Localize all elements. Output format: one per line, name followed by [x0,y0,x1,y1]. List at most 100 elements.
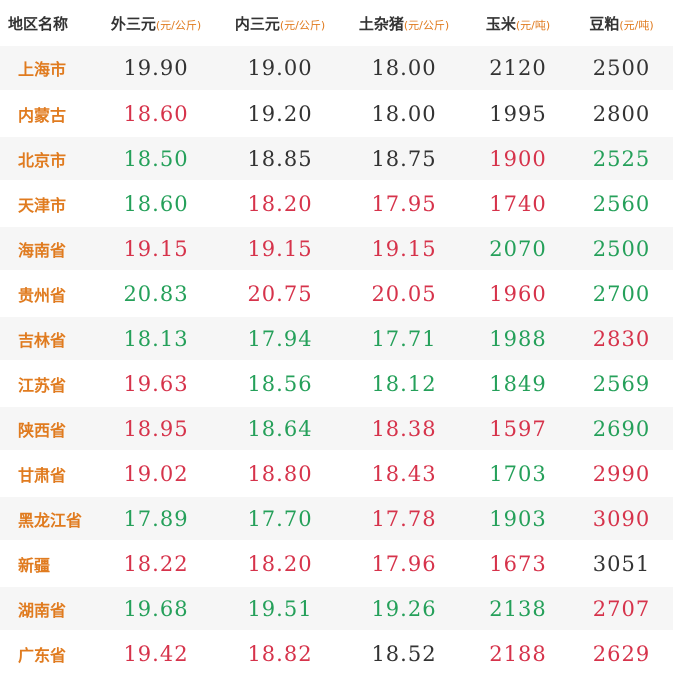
waisanyuan-price-cell: 18.22 [94,541,218,587]
tuzazhu-price-cell: 18.75 [342,136,466,182]
header-corn: 玉米(元/吨) [466,0,570,46]
soymeal-price-cell: 2500 [570,46,673,92]
neisanyuan-price-cell: 18.80 [218,451,342,497]
soymeal-price-cell: 2560 [570,181,673,227]
table-body: 上海市 19.90 19.00 18.00 2120 2500 内蒙古 18.60 19.20 1… [0,46,673,677]
tuzazhu-price-cell: 18.00 [342,46,466,92]
tuzazhu-price-cell: 17.95 [342,181,466,227]
tuzazhu-price-cell: 18.38 [342,406,466,452]
corn-price-cell: 1960 [466,271,570,317]
tuzazhu-price-cell: 18.00 [342,91,466,137]
table-row: 天津市 18.60 18.20 17.95 1740 2560 [0,181,673,227]
header-corn-label: 玉米 [485,14,516,33]
table-row: 湖南省 19.68 19.51 19.26 2138 2707 [0,586,673,632]
soymeal-price-cell: 2500 [570,226,673,272]
region-cell[interactable]: 甘肃省 [0,451,94,497]
tuzazhu-price-cell: 18.12 [342,361,466,407]
neisanyuan-price-cell: 18.56 [218,361,342,407]
corn-price-cell: 1740 [466,181,570,227]
waisanyuan-price-cell: 18.50 [94,136,218,182]
table-row: 海南省 19.15 19.15 19.15 2070 2500 [0,226,673,272]
soymeal-price-cell: 2700 [570,271,673,317]
neisanyuan-price-cell: 17.94 [218,316,342,362]
neisanyuan-price-cell: 19.51 [218,586,342,632]
waisanyuan-price-cell: 17.89 [94,496,218,542]
table-row: 陕西省 18.95 18.64 18.38 1597 2690 [0,406,673,452]
waisanyuan-price-cell: 18.60 [94,91,218,137]
soymeal-price-cell: 2800 [570,91,673,137]
soymeal-price-cell: 2990 [570,451,673,497]
table-row: 江苏省 19.63 18.56 18.12 1849 2569 [0,361,673,407]
waisanyuan-price-cell: 18.13 [94,316,218,362]
region-cell[interactable]: 贵州省 [0,271,94,317]
header-waisanyuan-unit: (元/公斤) [155,18,202,32]
tuzazhu-price-cell: 17.71 [342,316,466,362]
corn-price-cell: 1903 [466,496,570,542]
region-cell[interactable]: 广东省 [0,631,94,677]
waisanyuan-price-cell: 19.02 [94,451,218,497]
table-row: 黑龙江省 17.89 17.70 17.78 1903 3090 [0,496,673,542]
waisanyuan-price-cell: 19.63 [94,361,218,407]
region-cell[interactable]: 新疆 [0,541,94,587]
header-region: 地区名称 [8,14,69,33]
header-neisanyuan: 内三元(元/公斤) [218,0,342,46]
soymeal-price-cell: 2690 [570,406,673,452]
corn-price-cell: 1849 [466,361,570,407]
table-row: 甘肃省 19.02 18.80 18.43 1703 2990 [0,451,673,497]
region-cell[interactable]: 天津市 [0,181,94,227]
soymeal-price-cell: 3051 [570,541,673,587]
waisanyuan-price-cell: 20.83 [94,271,218,317]
waisanyuan-price-cell: 19.68 [94,586,218,632]
table-row: 内蒙古 18.60 19.20 18.00 1995 2800 [0,91,673,137]
soymeal-price-cell: 2707 [570,586,673,632]
neisanyuan-price-cell: 18.85 [218,136,342,182]
region-cell[interactable]: 江苏省 [0,361,94,407]
tuzazhu-price-cell: 20.05 [342,271,466,317]
tuzazhu-price-cell: 17.96 [342,541,466,587]
neisanyuan-price-cell: 17.70 [218,496,342,542]
tuzazhu-price-cell: 19.26 [342,586,466,632]
header-neisanyuan-label: 内三元 [234,14,280,33]
neisanyuan-price-cell: 18.20 [218,541,342,587]
waisanyuan-price-cell: 19.90 [94,46,218,92]
region-cell[interactable]: 黑龙江省 [0,496,94,542]
tuzazhu-price-cell: 18.43 [342,451,466,497]
neisanyuan-price-cell: 19.00 [218,46,342,92]
region-cell[interactable]: 湖南省 [0,586,94,632]
corn-price-cell: 1597 [466,406,570,452]
region-cell[interactable]: 陕西省 [0,406,94,452]
header-tuzazhu: 土杂猪(元/公斤) [342,0,466,46]
header-neisanyuan-unit: (元/公斤) [279,18,326,32]
table-row: 广东省 19.42 18.82 18.52 2188 2629 [0,631,673,677]
table-row: 吉林省 18.13 17.94 17.71 1988 2830 [0,316,673,362]
corn-price-cell: 1703 [466,451,570,497]
table-row: 上海市 19.90 19.00 18.00 2120 2500 [0,46,673,92]
table-row: 新疆 18.22 18.20 17.96 1673 3051 [0,541,673,587]
neisanyuan-price-cell: 19.15 [218,226,342,272]
waisanyuan-price-cell: 18.95 [94,406,218,452]
region-cell[interactable]: 吉林省 [0,316,94,362]
corn-price-cell: 1673 [466,541,570,587]
tuzazhu-price-cell: 17.78 [342,496,466,542]
region-cell[interactable]: 内蒙古 [0,91,94,137]
table-row: 贵州省 20.83 20.75 20.05 1960 2700 [0,271,673,317]
corn-price-cell: 1988 [466,316,570,362]
corn-price-cell: 2120 [466,46,570,92]
neisanyuan-price-cell: 20.75 [218,271,342,317]
region-cell[interactable]: 海南省 [0,226,94,272]
corn-price-cell: 1900 [466,136,570,182]
waisanyuan-price-cell: 19.42 [94,631,218,677]
table-row: 北京市 18.50 18.85 18.75 1900 2525 [0,136,673,182]
tuzazhu-price-cell: 19.15 [342,226,466,272]
soymeal-price-cell: 2569 [570,361,673,407]
waisanyuan-price-cell: 19.15 [94,226,218,272]
corn-price-cell: 2070 [466,226,570,272]
soymeal-price-cell: 3090 [570,496,673,542]
region-cell[interactable]: 北京市 [0,136,94,182]
region-cell[interactable]: 上海市 [0,46,94,92]
corn-price-cell: 2188 [466,631,570,677]
neisanyuan-price-cell: 18.64 [218,406,342,452]
header-row: 地区名称 外三元(元/公斤) 内三元(元/公斤) 土杂猪(元/公斤) 玉米(元/… [0,0,673,46]
soymeal-price-cell: 2525 [570,136,673,182]
